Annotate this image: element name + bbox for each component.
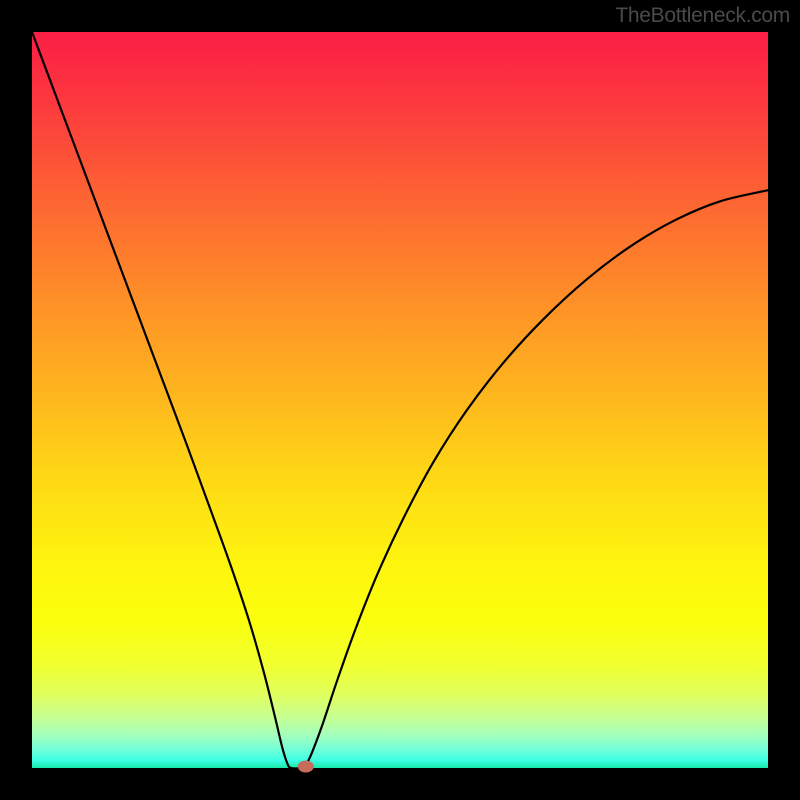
bottleneck-chart xyxy=(0,0,800,800)
chart-container: TheBottleneck.com xyxy=(0,0,800,800)
plot-background xyxy=(32,32,768,768)
optimum-marker xyxy=(298,761,314,773)
watermark-text: TheBottleneck.com xyxy=(615,4,790,28)
